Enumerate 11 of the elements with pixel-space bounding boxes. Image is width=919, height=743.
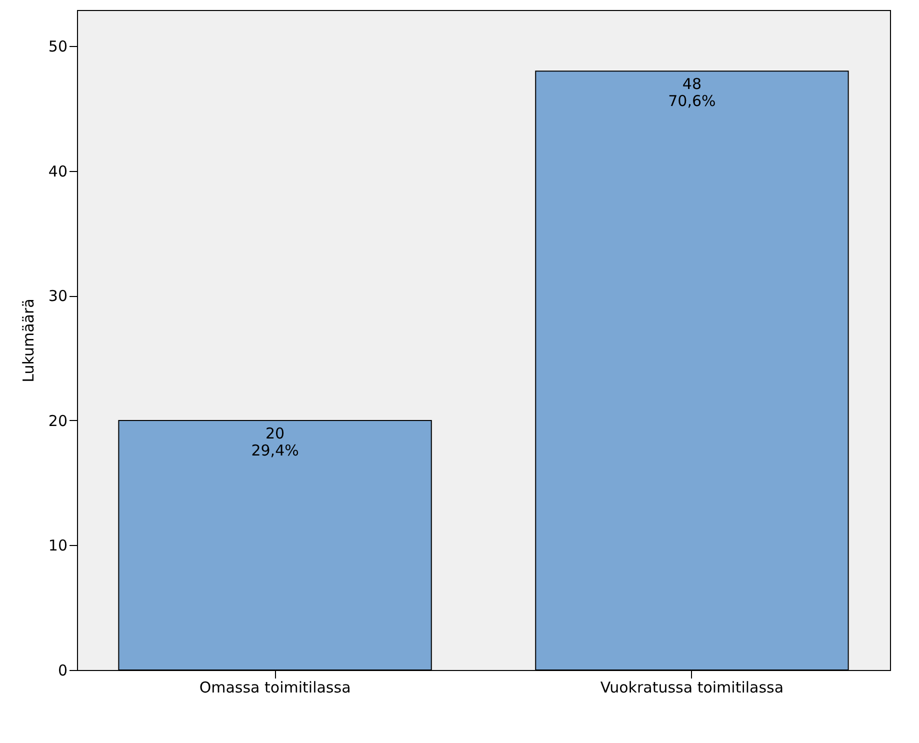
y-tick-label: 10 [48, 536, 68, 555]
y-axis-title: Lukumäärä [19, 298, 38, 382]
y-tick-label: 40 [48, 162, 68, 180]
y-tick-label: 0 [58, 662, 68, 680]
x-tick-label: Omassa toimitilassa [199, 678, 351, 696]
data-label: 20 29,4% [251, 424, 299, 460]
data-label: 48 70,6% [668, 75, 716, 110]
y-tick-label: 50 [48, 38, 68, 56]
x-tick-label: Vuokratussa toimitilassa [600, 678, 784, 696]
y-tick-label: 30 [48, 287, 68, 306]
y-tick-label: 20 [48, 412, 68, 430]
